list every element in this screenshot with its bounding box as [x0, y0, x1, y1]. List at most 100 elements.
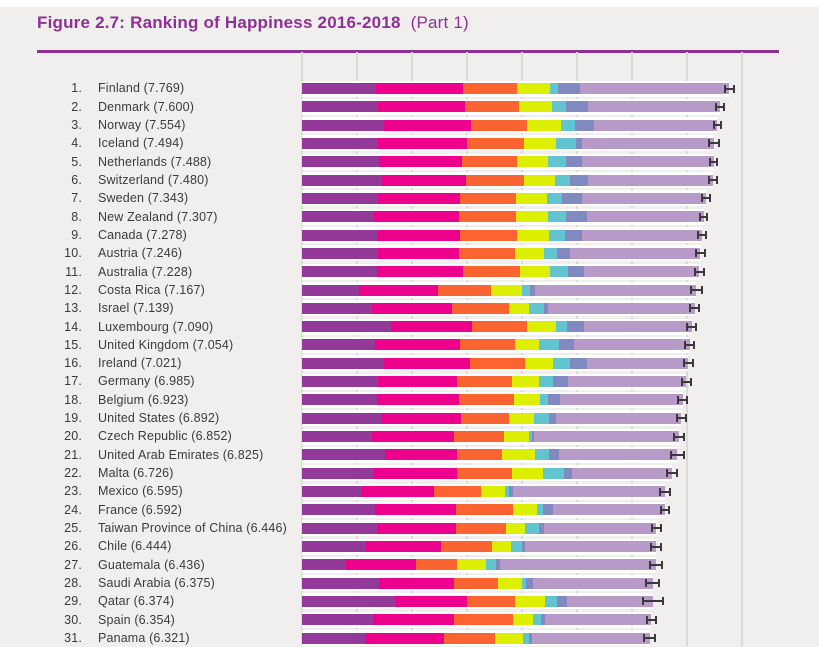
- segment-freedom: [516, 229, 550, 241]
- country-name-score: Spain (6.354): [98, 612, 175, 627]
- segment-generosity: [533, 412, 550, 424]
- segment-freedom: [517, 83, 550, 94]
- bar-stack: [302, 211, 704, 223]
- country-bar: [302, 282, 697, 299]
- country-name-score: Denmark (7.600): [98, 99, 195, 114]
- country-name-score: Israel (7.139): [98, 301, 174, 316]
- country-bar: [302, 135, 715, 152]
- title-divider: [37, 50, 779, 53]
- country-bar: [302, 630, 650, 647]
- segment-freedom: [515, 211, 548, 223]
- country-rank: 14.: [64, 319, 82, 334]
- bar-stack: [302, 229, 703, 241]
- segment-corruption: [531, 431, 534, 443]
- segment-healthy-life: [441, 541, 492, 552]
- confidence-interval-whisker: [700, 194, 711, 203]
- bar-stack: [302, 394, 683, 406]
- chart-plot-area: [301, 52, 763, 647]
- country-row-label: 8. New Zealand (7.307): [0, 208, 300, 226]
- segment-healthy-life: [459, 211, 516, 223]
- x-gridline: [301, 52, 303, 646]
- confidence-interval-whisker: [689, 304, 701, 313]
- country-bar: [302, 245, 701, 262]
- segment-healthy-life: [455, 522, 507, 534]
- country-row-label: 14. Luxembourg (7.090): [0, 318, 300, 336]
- segment-corruption: [575, 119, 595, 131]
- segment-social-support: [383, 119, 471, 131]
- country-row-label: 2. Denmark (7.600): [0, 98, 300, 116]
- segment-healthy-life: [453, 431, 505, 443]
- country-rank: 11.: [65, 264, 82, 279]
- segment-dystopia-residual: [548, 302, 695, 314]
- country-bar: [302, 172, 714, 189]
- figure-title: Figure 2.7: Ranking of Happiness 2016-20…: [37, 13, 469, 33]
- segment-freedom: [515, 192, 548, 204]
- segment-dystopia-residual: [582, 137, 715, 149]
- segment-freedom: [511, 376, 539, 388]
- segment-social-support: [365, 541, 442, 552]
- country-row-label: 17. Germany (6.985): [0, 372, 300, 390]
- segment-generosity: [521, 577, 527, 589]
- country-rank: 6.: [71, 172, 82, 187]
- segment-dystopia-residual: [579, 83, 730, 94]
- segment-dystopia-residual: [556, 412, 681, 424]
- country-bar: [302, 80, 730, 97]
- top-strip: [0, 0, 819, 7]
- segment-generosity: [537, 504, 544, 516]
- bar-stack: [302, 376, 687, 388]
- country-name-score: Germany (6.985): [98, 374, 195, 389]
- segment-freedom: [497, 577, 522, 589]
- country-row-label: 13. Israel (7.139): [0, 299, 300, 317]
- confidence-interval-whisker: [684, 340, 696, 349]
- country-bar: [302, 336, 690, 353]
- segment-social-support: [377, 229, 460, 241]
- segment-generosity: [543, 247, 558, 259]
- segment-freedom: [513, 394, 540, 406]
- country-name-score: Czech Republic (6.852): [98, 429, 232, 444]
- confidence-interval-whisker: [677, 395, 689, 404]
- segment-generosity: [538, 376, 554, 388]
- country-row-label: 15. United Kingdom (7.054): [0, 336, 300, 354]
- segment-generosity: [547, 211, 566, 223]
- segment-generosity: [525, 522, 539, 534]
- segment-generosity: [521, 284, 530, 296]
- segment-generosity: [486, 559, 496, 571]
- segment-generosity: [529, 431, 532, 443]
- segment-generosity: [522, 632, 529, 644]
- segment-generosity: [549, 229, 565, 241]
- country-rank: 29.: [64, 594, 82, 609]
- country-rank: 2.: [71, 99, 82, 114]
- bar-stack: [302, 486, 665, 498]
- segment-social-support: [394, 595, 467, 607]
- country-rank: 5.: [71, 154, 82, 169]
- segment-gdp: [302, 431, 372, 443]
- confidence-interval-whisker: [643, 634, 657, 643]
- segment-social-support: [375, 339, 460, 351]
- country-name-score: Australia (7.228): [98, 264, 193, 279]
- segment-social-support: [377, 266, 463, 278]
- segment-gdp: [302, 83, 376, 94]
- confidence-interval-whisker: [658, 487, 671, 496]
- segment-gdp: [302, 101, 379, 113]
- segment-social-support: [374, 504, 456, 516]
- segment-freedom: [514, 595, 546, 607]
- segment-healthy-life: [470, 119, 528, 131]
- segment-dystopia-residual: [586, 211, 704, 223]
- segment-corruption: [563, 467, 572, 479]
- country-bar: [302, 501, 665, 518]
- confidence-interval-whisker: [699, 212, 709, 221]
- country-rank: 4.: [71, 136, 82, 151]
- country-bar: [302, 575, 653, 592]
- segment-healthy-life: [459, 229, 517, 241]
- country-bar: [302, 483, 665, 500]
- segment-dystopia-residual: [588, 174, 714, 186]
- segment-dystopia-residual: [569, 247, 701, 259]
- segment-gdp: [302, 266, 378, 278]
- segment-gdp: [302, 577, 380, 589]
- country-name-score: United Kingdom (7.054): [98, 337, 234, 352]
- country-row-label: 16. Ireland (7.021): [0, 354, 300, 372]
- country-name-score: Saudi Arabia (6.375): [98, 575, 215, 590]
- segment-gdp: [302, 156, 379, 168]
- country-row-label: 1. Finland (7.769): [0, 79, 300, 97]
- bar-stack: [302, 541, 657, 552]
